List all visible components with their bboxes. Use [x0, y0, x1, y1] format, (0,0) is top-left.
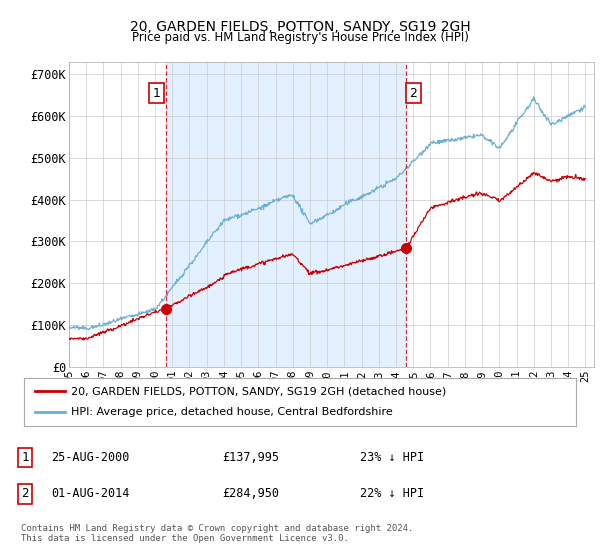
Text: 01-AUG-2014: 01-AUG-2014 [51, 487, 130, 501]
Bar [166, 62, 406, 367]
Text: 2: 2 [410, 87, 418, 100]
Text: 23% ↓ HPI: 23% ↓ HPI [360, 451, 424, 464]
Text: £284,950: £284,950 [222, 487, 279, 501]
Text: 1: 1 [22, 451, 29, 464]
Text: HPI: Average price, detached house, Central Bedfordshire: HPI: Average price, detached house, Cent… [71, 407, 392, 417]
Text: 1: 1 [152, 87, 160, 100]
Text: Contains HM Land Registry data © Crown copyright and database right 2024.
This d: Contains HM Land Registry data © Crown c… [21, 524, 413, 543]
Text: 22% ↓ HPI: 22% ↓ HPI [360, 487, 424, 501]
Text: £137,995: £137,995 [222, 451, 279, 464]
Text: 25-AUG-2000: 25-AUG-2000 [51, 451, 130, 464]
Text: 2: 2 [22, 487, 29, 501]
Text: 20, GARDEN FIELDS, POTTON, SANDY, SG19 2GH (detached house): 20, GARDEN FIELDS, POTTON, SANDY, SG19 2… [71, 386, 446, 396]
Text: 20, GARDEN FIELDS, POTTON, SANDY, SG19 2GH: 20, GARDEN FIELDS, POTTON, SANDY, SG19 2… [130, 20, 470, 34]
Text: Price paid vs. HM Land Registry's House Price Index (HPI): Price paid vs. HM Land Registry's House … [131, 31, 469, 44]
